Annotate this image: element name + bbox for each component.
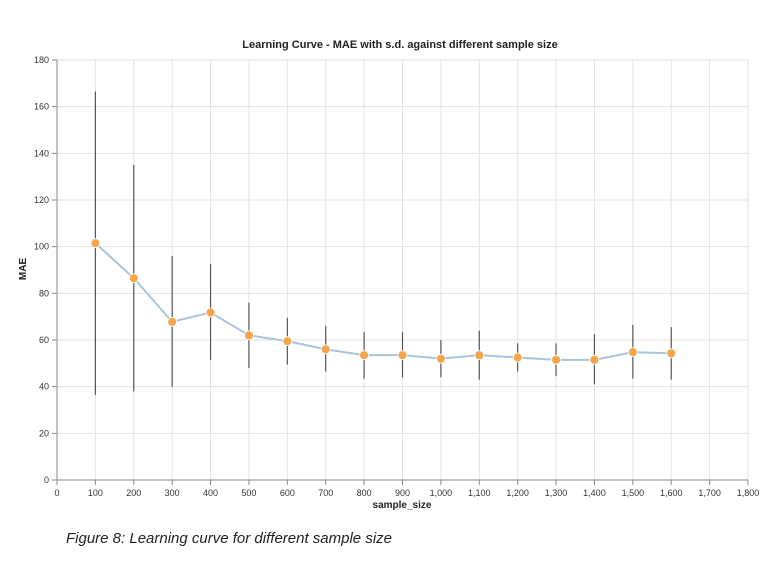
x-tick-label: 1,400 <box>583 488 606 498</box>
x-tick-label: 700 <box>318 488 333 498</box>
x-tick-label: 400 <box>203 488 218 498</box>
x-tick-label: 1,600 <box>660 488 683 498</box>
data-point <box>282 336 293 347</box>
x-tick-label: 1,200 <box>506 488 529 498</box>
x-tick-label: 1,000 <box>430 488 453 498</box>
data-points <box>90 238 677 365</box>
data-point <box>474 350 485 361</box>
x-tick-label: 800 <box>357 488 372 498</box>
x-tick-label: 0 <box>54 488 59 498</box>
chart-title: Learning Curve - MAE with s.d. against d… <box>242 39 557 51</box>
data-point <box>666 348 677 359</box>
figure-caption: Figure 8: Learning curve for different s… <box>66 530 392 547</box>
data-point <box>627 347 638 358</box>
y-tick-label: 60 <box>39 335 49 345</box>
data-point <box>244 330 254 341</box>
data-point <box>512 352 523 363</box>
data-point <box>320 344 331 355</box>
y-axis-title: MAE <box>18 258 29 281</box>
data-point <box>167 316 178 327</box>
x-tick-label: 1,700 <box>698 488 721 498</box>
axes: 0 100 200 300 400 500 600 700 800 900 1,000 1,100 1,… <box>34 55 759 498</box>
data-point <box>90 238 101 249</box>
series-line <box>94 242 672 361</box>
x-tick-label: 500 <box>241 488 256 498</box>
data-point <box>435 353 446 364</box>
series-line-layer <box>94 242 672 361</box>
x-tick-label: 1,500 <box>622 488 645 498</box>
y-tick-label: 40 <box>39 382 49 392</box>
y-tick-label: 0 <box>44 475 49 485</box>
x-tick-label: 100 <box>88 488 103 498</box>
y-tick-label: 120 <box>34 195 49 205</box>
data-point <box>359 350 370 361</box>
y-tick-label: 140 <box>34 148 49 158</box>
x-tick-label: 1,300 <box>545 488 568 498</box>
data-point <box>128 273 139 284</box>
error-bars <box>94 91 672 395</box>
x-axis-title: sample_size <box>373 500 432 511</box>
y-tick-label: 160 <box>34 102 49 112</box>
y-tick-label: 180 <box>34 55 49 65</box>
data-point <box>205 307 216 318</box>
y-tick-label: 80 <box>39 288 49 298</box>
data-point <box>589 354 600 365</box>
data-point <box>397 350 408 361</box>
x-tick-label: 900 <box>395 488 410 498</box>
x-tick-label: 600 <box>280 488 295 498</box>
x-tick-label: 200 <box>126 488 141 498</box>
y-tick-label: 20 <box>39 428 49 438</box>
x-tick-label: 300 <box>165 488 180 498</box>
grid <box>56 59 749 481</box>
y-tick-label: 100 <box>34 242 49 252</box>
x-tick-label: 1,800 <box>737 488 760 498</box>
x-tick-label: 1,100 <box>468 488 491 498</box>
data-point <box>551 354 561 365</box>
